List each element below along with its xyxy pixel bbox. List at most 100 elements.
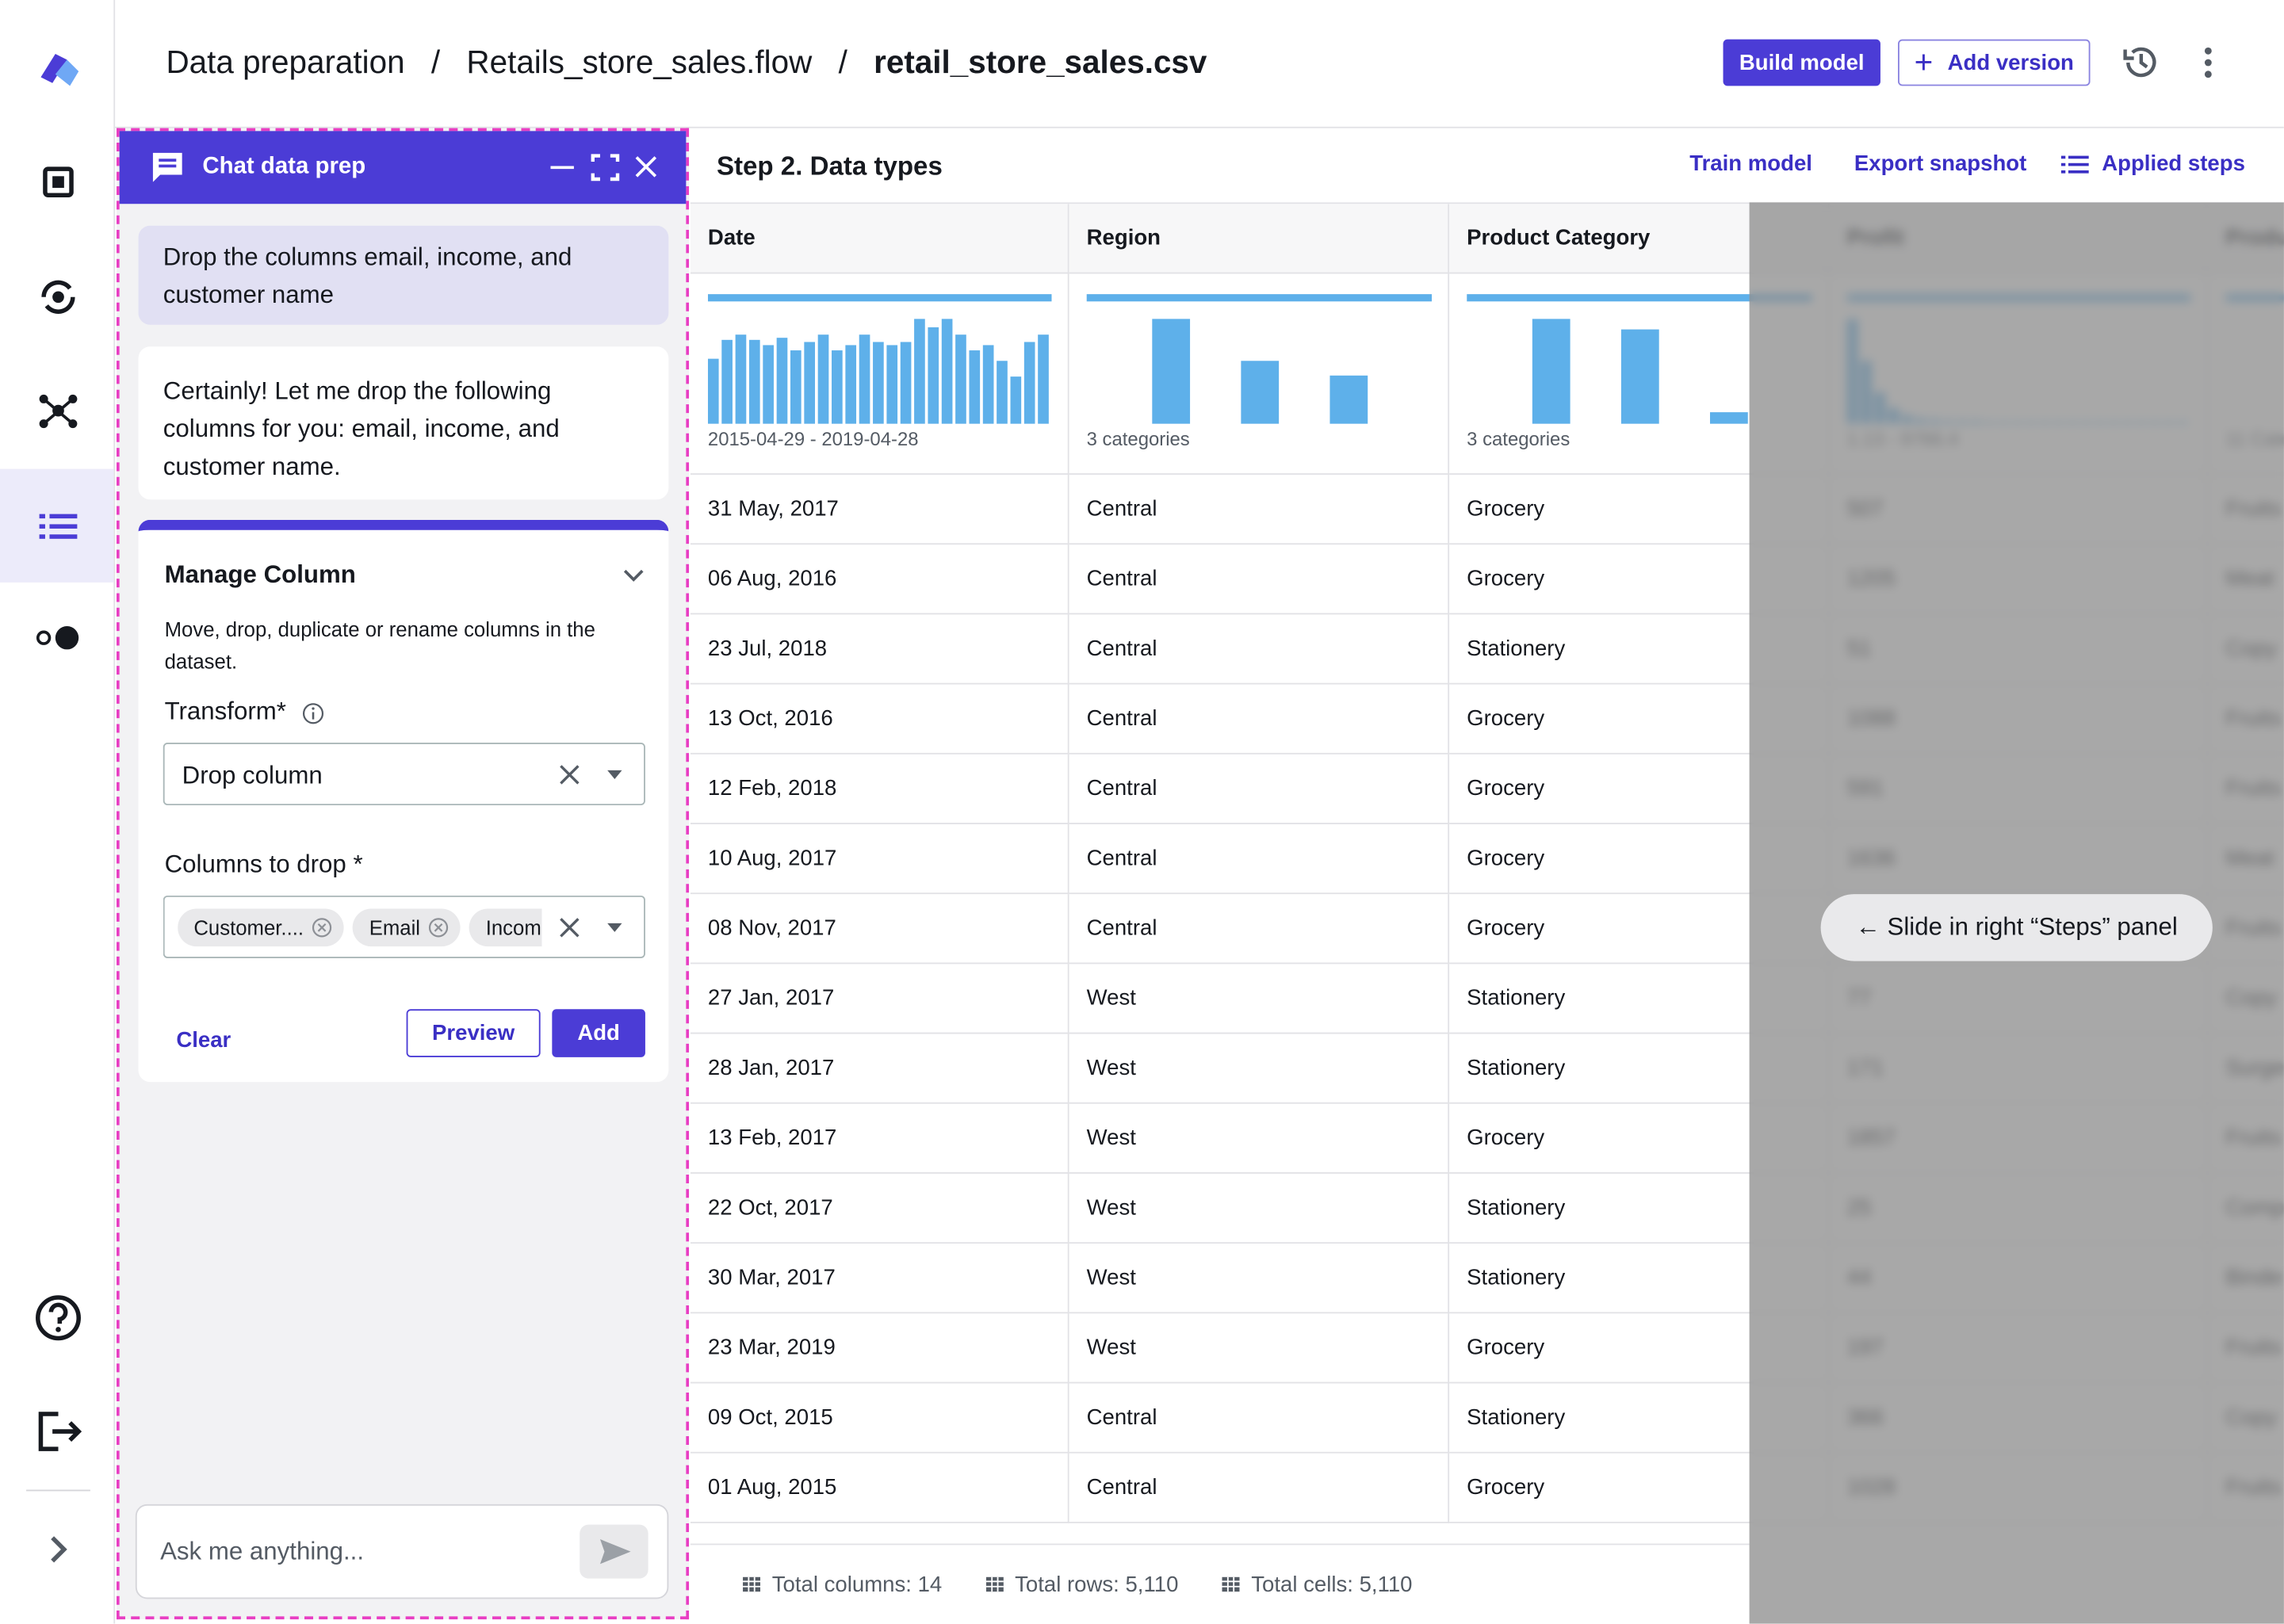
histogram-bar [914, 319, 925, 424]
expand-icon[interactable] [32, 1523, 84, 1576]
histogram-bar [817, 334, 829, 424]
table-cell: 06 Aug, 2016 [690, 545, 1069, 615]
table-cell: Central [1069, 474, 1450, 545]
footer-icon [743, 1576, 761, 1592]
columns-multiselect[interactable]: Customer.... Email Income [163, 895, 645, 958]
table-cell: 31 May, 2017 [690, 474, 1069, 545]
select-value: Drop column [182, 761, 323, 789]
table-cell: 23 Mar, 2019 [690, 1313, 1069, 1384]
chat-title: Chat data prep [202, 154, 366, 179]
table-cell: Central [1069, 545, 1450, 615]
preview-button[interactable]: Preview [406, 1009, 541, 1057]
chat-icon [152, 152, 182, 182]
side-nav [0, 0, 116, 1624]
histogram-bar [859, 334, 870, 424]
add-version-button[interactable]: + Add version [1898, 39, 2091, 86]
table-cell: Grocery [1449, 823, 1830, 895]
histogram-bar [748, 339, 760, 424]
histogram-bar [1010, 376, 1022, 424]
table-cell: 27 Jan, 2017 [690, 964, 1069, 1034]
histogram [1467, 294, 1812, 424]
clear-button[interactable]: Clear [176, 1028, 231, 1053]
table-footer: Total columns: 14 Total rows: 5,110 Total … [690, 1543, 1750, 1624]
table-cell: 23 Jul, 2018 [690, 614, 1069, 685]
summary-label: 3 categories [1467, 428, 1570, 450]
table-cell: Stationery [1449, 1173, 1830, 1244]
table-cell: West [1069, 1244, 1450, 1314]
send-button[interactable] [580, 1524, 648, 1579]
table-cell: West [1069, 1103, 1450, 1174]
table-cell: 13 Oct, 2016 [690, 684, 1069, 755]
window-controls[interactable] [548, 151, 670, 183]
histogram-bar [721, 339, 733, 424]
signout-icon[interactable] [32, 1405, 84, 1458]
select-controls[interactable] [558, 763, 631, 786]
chip-remove[interactable] [429, 917, 450, 938]
histogram-top-line [1467, 294, 1812, 302]
transform-label: Transform* [164, 697, 286, 725]
table-cell: 30 Mar, 2017 [690, 1244, 1069, 1314]
nav-icon[interactable] [32, 384, 84, 437]
table-cell: Central [1069, 1383, 1450, 1454]
columns-label: Columns to drop * [164, 850, 363, 878]
breadcrumb: Data preparation / Retails_store_sales.f… [166, 44, 1207, 82]
histogram-top-line [707, 294, 1052, 302]
nav-icon[interactable] [32, 612, 84, 664]
info-icon[interactable] [301, 702, 324, 725]
table-cell: 28 Jan, 2017 [690, 1034, 1069, 1104]
table-cell: West [1069, 1173, 1450, 1244]
histogram-bar [804, 342, 816, 424]
chip: Income [469, 908, 542, 947]
applied-steps-link[interactable]: Applied steps [2102, 151, 2245, 177]
nav-icon[interactable] [32, 499, 84, 552]
footer-icon [985, 1576, 1004, 1592]
histogram-bar [1532, 319, 1570, 424]
build-model-button[interactable]: Build model [1723, 39, 1880, 86]
histogram-bar [790, 350, 802, 424]
table-cell: Grocery [1449, 894, 1830, 965]
divider [26, 1489, 90, 1492]
add-button[interactable]: Add [552, 1009, 645, 1057]
histogram-bar [1620, 329, 1659, 424]
help-icon[interactable] [32, 1292, 84, 1344]
histogram-bar [955, 334, 966, 424]
footer-icon [1222, 1576, 1240, 1592]
histogram-bar [997, 361, 1008, 424]
table-cell: 22 Oct, 2017 [690, 1173, 1069, 1244]
histogram-bar [1241, 361, 1280, 424]
logo[interactable] [32, 40, 84, 92]
nav-icon[interactable] [32, 156, 84, 208]
chat-input[interactable]: Ask me anything... [135, 1504, 669, 1599]
chip: Customer.... [178, 908, 345, 947]
table-cell: 10 Aug, 2017 [690, 823, 1069, 895]
header-border [113, 126, 2284, 128]
table-cell: Grocery [1449, 545, 1830, 615]
collapse-icon[interactable] [622, 567, 645, 584]
history-icon[interactable] [2121, 42, 2161, 82]
export-snapshot-link[interactable]: Export snapshot [1854, 151, 2027, 177]
manage-column-card: Manage Column Move, drop, duplicate or r… [138, 519, 669, 1083]
histogram-bar [776, 338, 788, 424]
breadcrumb-item[interactable]: Data preparation [166, 44, 405, 81]
table-cell: West [1069, 1034, 1450, 1104]
train-model-link[interactable]: Train model [1689, 151, 1812, 177]
annotation-pill[interactable]: ← Slide in right “Steps” panel [1820, 894, 2213, 961]
label: Add version [1947, 50, 2074, 75]
more-icon[interactable] [2194, 42, 2223, 82]
column-header: Region [1069, 204, 1450, 274]
select-controls[interactable] [558, 916, 631, 939]
table-cell: Central [1069, 894, 1450, 965]
breadcrumb-item[interactable]: Retails_store_sales.flow [466, 44, 813, 81]
user-message: Drop the columns email, income, and cust… [138, 225, 669, 325]
transform-select[interactable]: Drop column [163, 743, 645, 806]
nav-icon[interactable] [32, 271, 84, 323]
table-cell: 12 Feb, 2018 [690, 754, 1069, 824]
histogram-bar [1023, 342, 1035, 424]
histogram [1086, 294, 1433, 424]
table-cell: Central [1069, 614, 1450, 685]
chat-panel: Chat data prep Drop the columns email, i… [116, 128, 690, 1620]
table-cell: West [1069, 1313, 1450, 1384]
chip-remove[interactable] [312, 917, 333, 938]
card-title: Manage Column [164, 560, 356, 589]
